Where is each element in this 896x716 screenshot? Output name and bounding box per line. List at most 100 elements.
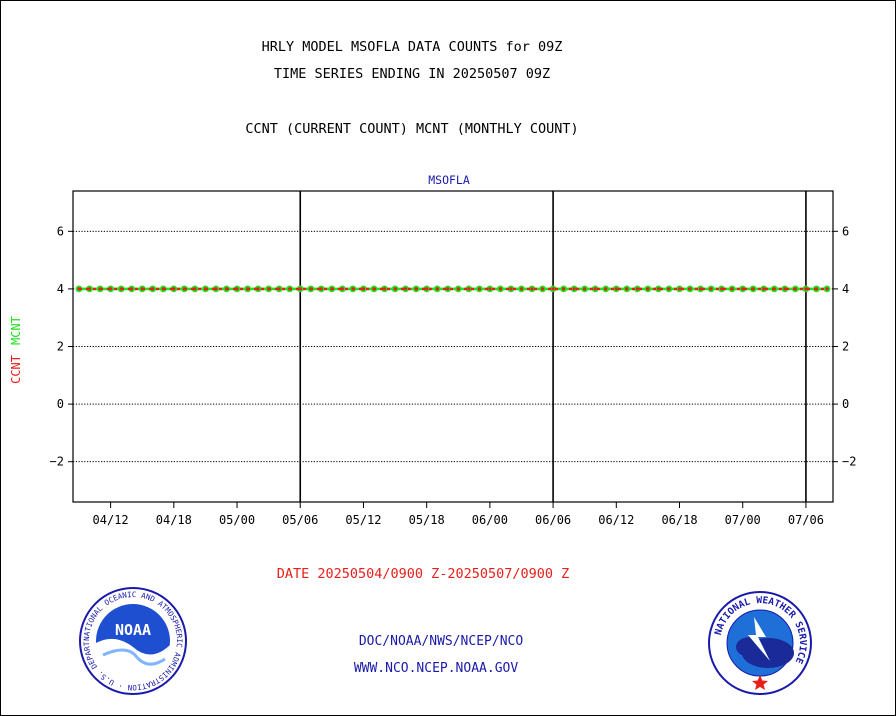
ccnt-point — [456, 287, 460, 291]
y-ticks-left: −2 0 2 4 6 — [50, 224, 73, 469]
ccnt-point — [751, 287, 755, 291]
y-tick-label-right: −2 — [842, 455, 856, 469]
url-line: WWW.NCO.NCEP.NOAA.GOV — [354, 661, 519, 676]
y-label-ccnt: CCNT — [9, 355, 23, 384]
ccnt-point — [172, 287, 176, 291]
y-tick-label: −2 — [50, 455, 64, 469]
y-tick-label: 2 — [57, 340, 64, 354]
title-line-1: HRLY MODEL MSOFLA DATA COUNTS for 09Z — [262, 39, 563, 55]
ccnt-point — [288, 287, 292, 291]
ccnt-point — [477, 287, 481, 291]
nws-logo: NATIONAL WEATHER SERVICE — [708, 591, 812, 695]
date-range: DATE 20250504/0900 Z-20250507/0900 Z — [277, 566, 570, 582]
ccnt-point — [340, 287, 344, 291]
x-tick-label: 07/06 — [788, 513, 824, 527]
ccnt-point — [698, 287, 703, 291]
ccnt-point — [488, 287, 492, 291]
ccnt-point — [372, 287, 376, 291]
plot-title: MSOFLA — [428, 173, 470, 187]
ccnt-point — [656, 287, 661, 291]
x-tick-label: 06/06 — [535, 513, 571, 527]
y-tick-label-right: 6 — [842, 224, 849, 238]
x-tick-label: 05/18 — [409, 513, 445, 527]
ccnt-point — [393, 287, 397, 291]
ccnt-point — [277, 287, 281, 291]
ccnt-point — [625, 287, 629, 291]
x-tick-label: 04/18 — [156, 513, 192, 527]
ccnt-point — [551, 287, 555, 291]
noaa-logo-text: NOAA — [115, 621, 151, 639]
ccnt-point — [161, 287, 165, 291]
ccnt-point — [688, 287, 692, 291]
ccnt-point — [203, 287, 208, 291]
x-tick-label: 06/12 — [598, 513, 634, 527]
ccnt-point — [435, 287, 439, 291]
x-tick-label: 04/12 — [93, 513, 129, 527]
ccnt-point — [193, 287, 197, 291]
ccnt-point — [245, 287, 250, 291]
ccnt-point — [741, 287, 745, 291]
ccnt-point — [256, 287, 260, 291]
ccnt-point — [267, 287, 271, 291]
org-line: DOC/NOAA/NWS/NCEP/NCO — [359, 634, 524, 649]
ccnt-point — [519, 287, 524, 291]
ccnt-point — [572, 287, 576, 291]
y-tick-label-right: 4 — [842, 282, 849, 296]
x-tick-label: 06/18 — [661, 513, 697, 527]
ccnt-point — [635, 287, 639, 291]
ccnt-point — [87, 287, 92, 291]
ccnt-point — [77, 287, 81, 291]
series-layer — [75, 285, 831, 293]
y-axis-label: CCNT MCNT — [9, 316, 23, 384]
ccnt-point — [793, 287, 797, 291]
ccnt-point — [614, 287, 618, 291]
ccnt-point — [646, 287, 650, 291]
ccnt-point — [498, 287, 503, 291]
ccnt-point — [562, 287, 566, 291]
x-tick-label: 07/00 — [725, 513, 761, 527]
ccnt-point — [403, 287, 408, 291]
ccnt-point — [182, 287, 186, 291]
ccnt-point — [119, 287, 123, 291]
ccnt-point — [762, 287, 766, 291]
y-tick-label: 4 — [57, 282, 64, 296]
ccnt-point — [467, 287, 471, 291]
ccnt-point — [530, 287, 534, 291]
ccnt-point — [593, 287, 597, 291]
ccnt-point — [509, 287, 513, 291]
ccnt-point — [825, 287, 829, 291]
ccnt-point — [677, 287, 682, 291]
ccnt-point — [140, 287, 144, 291]
x-tick-label: 06/00 — [472, 513, 508, 527]
ccnt-point — [814, 287, 819, 291]
x-tick-label: 05/06 — [282, 513, 318, 527]
x-tick-label: 05/12 — [345, 513, 381, 527]
ccnt-point — [667, 287, 671, 291]
ccnt-point — [98, 287, 102, 291]
day-separator-lines — [299, 191, 807, 502]
ccnt-point — [425, 287, 429, 291]
y-tick-label: 6 — [57, 224, 64, 238]
ccnt-point — [382, 287, 387, 291]
noaa-logo: NOAA NATIONAL OCEANIC AND ATMOSPHERIC AD… — [79, 587, 187, 695]
subtitle: CCNT (CURRENT COUNT) MCNT (MONTHLY COUNT… — [245, 121, 578, 137]
ccnt-point — [235, 287, 239, 291]
ccnt-point — [330, 287, 334, 291]
ccnt-point — [730, 287, 734, 291]
ccnt-point — [361, 287, 366, 291]
plot-border — [72, 190, 834, 503]
x-ticks: 04/12 04/18 05/00 05/06 05/12 05/18 06/00 06/06… — [93, 502, 824, 527]
ccnt-point — [772, 287, 776, 291]
x-tick-label: 05/00 — [219, 513, 255, 527]
ccnt-point — [319, 287, 323, 291]
ccnt-point — [583, 287, 587, 291]
ccnt-point — [224, 287, 229, 291]
y-tick-label-right: 2 — [842, 340, 849, 354]
ccnt-point — [109, 287, 113, 291]
y-tick-label-right: 0 — [842, 397, 849, 411]
ccnt-point — [783, 287, 787, 291]
ccnt-point — [214, 287, 218, 291]
ccnt-point — [709, 287, 713, 291]
ccnt-point — [720, 287, 724, 291]
ccnt-point — [309, 287, 313, 291]
